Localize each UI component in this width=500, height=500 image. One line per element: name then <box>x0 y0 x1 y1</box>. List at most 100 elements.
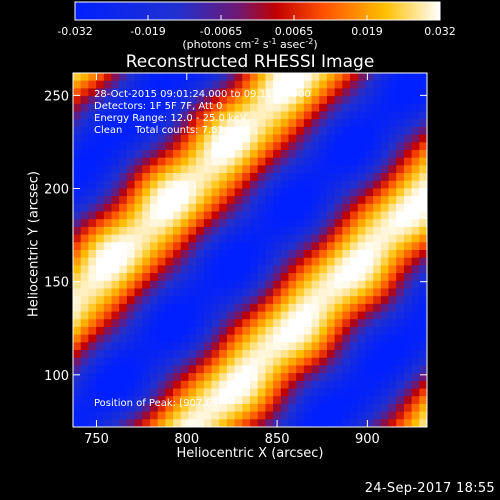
heatmap-cell <box>211 103 220 112</box>
heatmap-cell <box>419 88 427 97</box>
heatmap-cell <box>165 73 174 82</box>
heatmap-cell <box>303 273 312 282</box>
heatmap-cell <box>134 219 143 228</box>
heatmap-cell <box>149 288 159 297</box>
heatmap-cell <box>365 334 374 343</box>
heatmap-cell <box>188 288 197 297</box>
heatmap-cell <box>73 165 82 174</box>
heatmap-cell <box>265 203 274 212</box>
heatmap-cell <box>180 303 189 312</box>
heatmap-cell <box>419 257 427 266</box>
heatmap-cell <box>142 396 151 405</box>
heatmap-cell <box>73 188 82 197</box>
heatmap-cell <box>365 380 374 389</box>
heatmap-cell <box>134 196 143 205</box>
heatmap-cell <box>280 188 289 197</box>
heatmap-cell <box>373 365 382 374</box>
heatmap-cell <box>334 326 343 336</box>
heatmap-cell <box>303 96 312 105</box>
heatmap-cell <box>226 380 236 389</box>
heatmap-cell <box>119 226 128 236</box>
heatmap-cell <box>203 373 212 382</box>
heatmap-cell <box>419 250 427 259</box>
heatmap-cell <box>119 173 128 182</box>
heatmap-cell <box>173 173 182 182</box>
heatmap-cell <box>134 142 143 151</box>
heatmap-cell <box>388 103 397 112</box>
heatmap-cell <box>196 365 205 374</box>
heatmap-cell <box>203 88 212 97</box>
heatmap-cell <box>265 257 274 266</box>
heatmap-cell <box>257 373 266 382</box>
heatmap-cell <box>303 149 312 159</box>
heatmap-cell <box>73 226 82 236</box>
heatmap-cell <box>265 234 274 243</box>
heatmap-cell <box>173 403 182 413</box>
heatmap-cell <box>80 419 89 427</box>
heatmap-cell <box>149 334 159 343</box>
heatmap-cell <box>80 203 89 212</box>
heatmap-cell <box>226 149 236 159</box>
heatmap-cell <box>319 211 328 220</box>
heatmap-cell <box>265 80 274 89</box>
heatmap-cell <box>88 303 97 312</box>
heatmap-cell <box>296 311 305 320</box>
heatmap-cell <box>203 142 212 151</box>
heatmap-cell <box>280 373 289 382</box>
heatmap-cell <box>334 419 343 427</box>
heatmap-cell <box>88 250 97 259</box>
heatmap-cell <box>188 149 197 159</box>
heatmap-cell <box>288 173 297 182</box>
heatmap-cell <box>303 403 312 413</box>
heatmap-cell <box>373 134 382 143</box>
heatmap-cell <box>334 380 343 389</box>
heatmap-cell <box>357 173 366 182</box>
heatmap-cell <box>257 88 266 97</box>
heatmap-cell <box>180 311 189 320</box>
heatmap-cell <box>242 203 251 212</box>
heatmap-cell <box>419 80 427 89</box>
heatmap-cell <box>380 273 389 282</box>
heatmap-cell <box>388 334 397 343</box>
heatmap-cell <box>250 149 259 159</box>
heatmap-cell <box>419 273 427 282</box>
heatmap-cell <box>226 250 236 259</box>
heatmap-cell <box>311 403 320 413</box>
heatmap-cell <box>273 365 282 374</box>
heatmap-cell <box>403 88 413 97</box>
heatmap-cell <box>203 250 212 259</box>
heatmap-cell <box>411 188 420 197</box>
heatmap-cell <box>373 80 382 89</box>
heatmap-cell <box>188 96 197 105</box>
heatmap-cell <box>149 96 159 105</box>
heatmap-cell <box>296 111 305 120</box>
heatmap-cell <box>149 303 159 312</box>
heatmap-cell <box>203 173 212 182</box>
heatmap-cell <box>80 280 89 289</box>
heatmap-cell <box>380 226 389 236</box>
heatmap-cell <box>242 334 251 343</box>
heatmap-cell <box>234 419 243 427</box>
heatmap-cell <box>303 411 312 420</box>
heatmap-cell <box>80 142 89 151</box>
heatmap-cell <box>234 73 243 82</box>
heatmap-cell <box>219 180 228 189</box>
heatmap-cell <box>142 103 151 112</box>
heatmap-cell <box>311 265 320 274</box>
heatmap-cell <box>350 219 359 228</box>
heatmap-cell <box>350 319 359 328</box>
heatmap-cell <box>103 134 112 143</box>
heatmap-cell <box>134 73 143 82</box>
heatmap-cell <box>303 280 312 289</box>
heatmap-cell <box>296 396 305 405</box>
heatmap-cell <box>242 142 251 151</box>
heatmap-cell <box>280 342 289 351</box>
heatmap-cell <box>365 103 374 112</box>
heatmap-cell <box>196 180 205 189</box>
y-tick-label: 100 <box>44 369 69 384</box>
heatmap-cell <box>250 288 259 297</box>
heatmap-cell <box>396 350 405 359</box>
heatmap-cell <box>126 350 135 359</box>
heatmap-cell <box>142 211 151 220</box>
heatmap-cell <box>303 126 312 135</box>
